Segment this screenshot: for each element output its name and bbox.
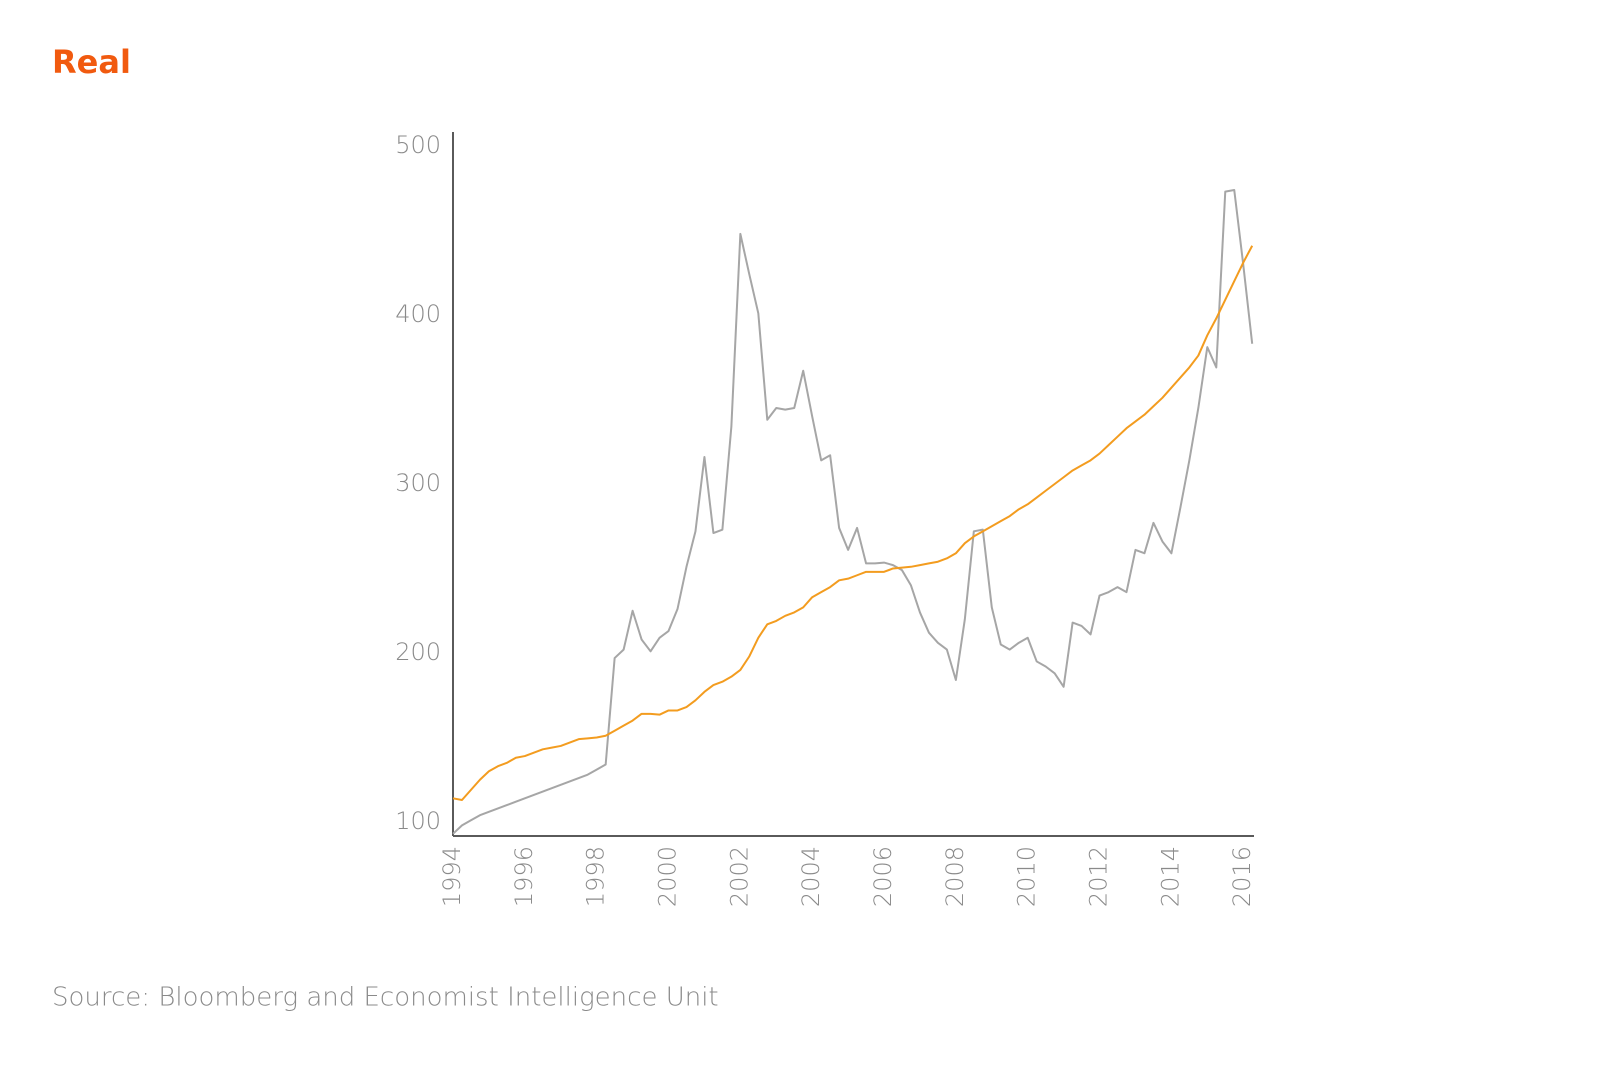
data-line (452, 188, 1254, 835)
data-line (452, 245, 1254, 802)
x-tick-label: 2002 (725, 846, 753, 907)
x-tick-label: 2016 (1228, 846, 1256, 907)
y-tick-label: 500 (395, 131, 441, 159)
x-tick-label: 2008 (941, 846, 969, 907)
x-tick-label: 2006 (869, 846, 897, 907)
x-tick-label: 2000 (654, 846, 682, 907)
x-tick-label: 2014 (1156, 846, 1184, 907)
x-tick-label: 2012 (1085, 846, 1113, 907)
source-note: Source: Bloomberg and Economist Intellig… (52, 983, 719, 1013)
x-tick-label: 2010 (1013, 846, 1041, 907)
x-tick-label: 1998 (582, 846, 610, 907)
y-tick-label: 300 (395, 469, 441, 497)
x-tick-label: 2004 (797, 846, 825, 907)
y-tick-label: 200 (395, 638, 441, 666)
x-tick-label: 1996 (510, 846, 538, 907)
x-tick-label: 1994 (438, 846, 466, 907)
y-tick-label: 400 (395, 300, 441, 328)
y-tick-label: 100 (395, 807, 441, 835)
chart-title: Real (52, 43, 131, 81)
